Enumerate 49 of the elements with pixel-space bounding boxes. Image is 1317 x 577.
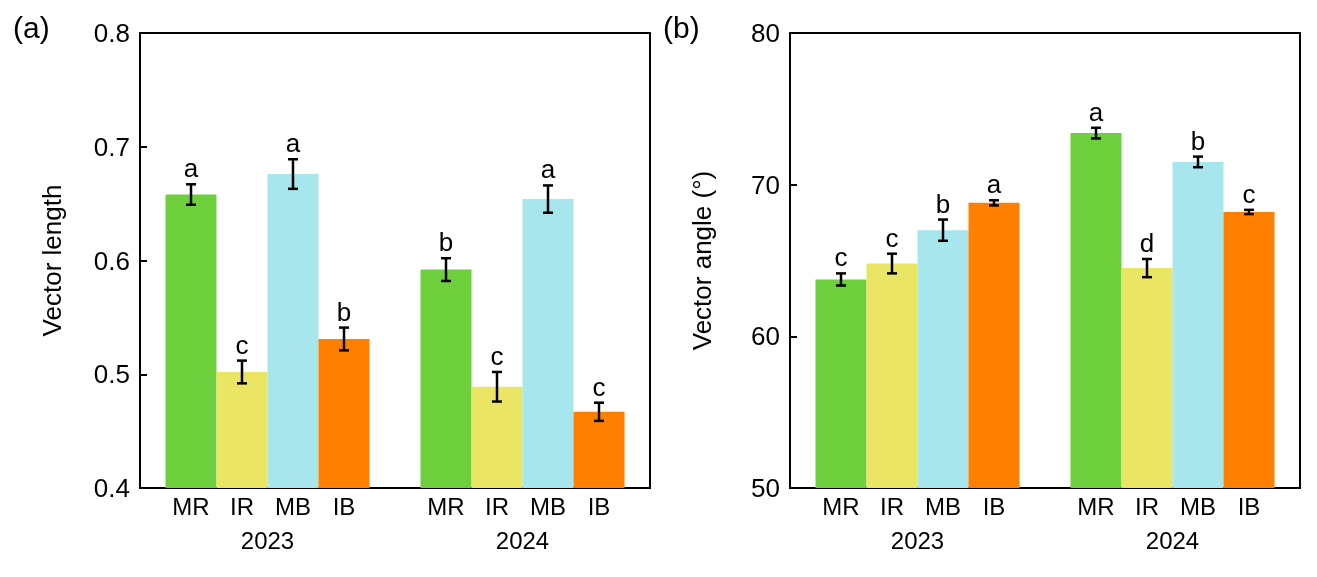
data-label: b bbox=[1190, 125, 1206, 156]
y-tick-label: 0.7 bbox=[93, 131, 130, 162]
text: MR bbox=[427, 492, 465, 520]
data-label: a bbox=[183, 153, 199, 184]
data-label: c bbox=[1242, 178, 1256, 209]
text: (b) bbox=[663, 10, 700, 44]
series-label: MB bbox=[275, 492, 311, 520]
text: (a) bbox=[13, 10, 50, 44]
x-tick-label: 2024 bbox=[1145, 526, 1200, 554]
y-tick-label: 60 bbox=[751, 321, 780, 352]
data-label: c bbox=[490, 340, 504, 371]
data-label: a bbox=[986, 169, 1002, 200]
y-tick-label: 0.8 bbox=[93, 18, 130, 48]
data-label: c bbox=[592, 371, 606, 402]
series-label: IB bbox=[982, 492, 1006, 520]
series-label: IR bbox=[230, 492, 254, 520]
y-axis-title: Vector angle (°) bbox=[687, 170, 717, 351]
y-tick-label: 0.4 bbox=[93, 473, 130, 503]
y-tick-label: 70 bbox=[751, 169, 780, 200]
series-label: MR bbox=[822, 492, 860, 520]
data-label: a bbox=[285, 128, 301, 159]
y-axis-title: Vector length bbox=[37, 184, 67, 337]
data-label: a bbox=[1088, 96, 1104, 127]
text: IB bbox=[1237, 492, 1261, 520]
text: MR bbox=[1077, 492, 1115, 520]
data-label: b bbox=[438, 227, 454, 258]
x-tick-label: 2024 bbox=[495, 526, 550, 554]
data-label: a bbox=[540, 154, 556, 185]
x-tick-label: 2023 bbox=[240, 526, 295, 554]
data-label: c bbox=[885, 222, 899, 253]
text: MB bbox=[1180, 492, 1216, 520]
series-label: IR bbox=[880, 492, 904, 520]
data-label: c bbox=[834, 242, 848, 273]
series-label: IB bbox=[332, 492, 356, 520]
text: IR bbox=[1135, 492, 1159, 520]
data-label: b bbox=[336, 296, 352, 327]
text: MB bbox=[530, 492, 566, 520]
x-tick-label: 2023 bbox=[890, 526, 945, 554]
y-tick-label: 50 bbox=[751, 473, 780, 503]
y-tick-label: 0.5 bbox=[93, 359, 130, 390]
text: IB bbox=[587, 492, 611, 520]
data-label: b bbox=[935, 188, 951, 219]
data-label: d bbox=[1139, 227, 1155, 258]
y-tick-label: 80 bbox=[751, 18, 780, 48]
y-tick-label: 0.6 bbox=[93, 245, 130, 276]
series-label: MR bbox=[172, 492, 210, 520]
series-label: MB bbox=[925, 492, 961, 520]
text: IR bbox=[485, 492, 509, 520]
data-label: c bbox=[235, 329, 249, 360]
